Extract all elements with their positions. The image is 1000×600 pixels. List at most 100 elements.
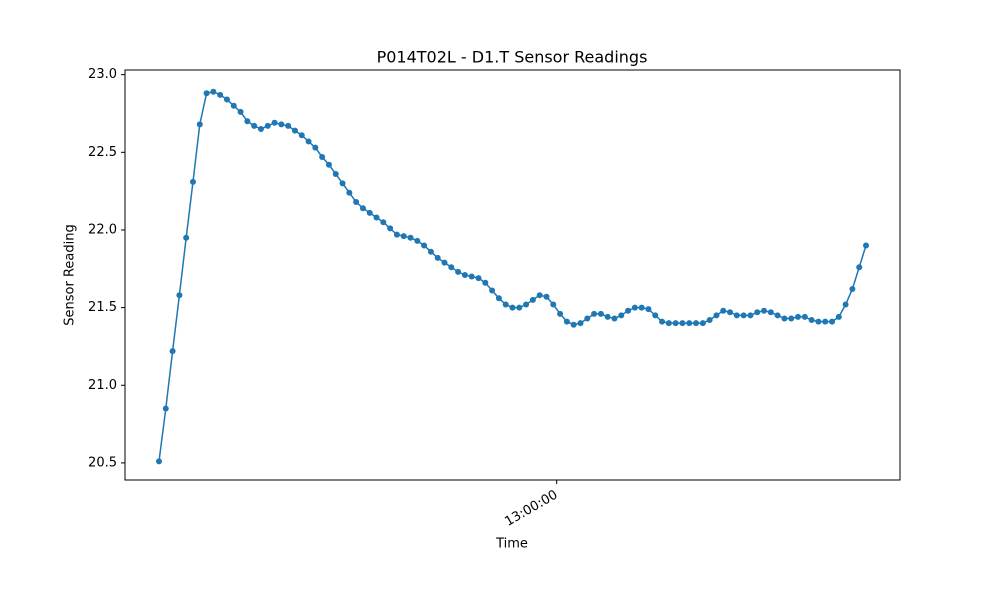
data-point	[183, 234, 190, 241]
data-point	[400, 233, 407, 240]
data-point	[482, 279, 489, 286]
data-point	[679, 320, 686, 327]
data-point	[733, 312, 740, 319]
data-point	[557, 310, 564, 317]
data-point	[434, 254, 441, 261]
data-point	[468, 273, 475, 280]
data-point	[325, 161, 332, 168]
data-point	[461, 272, 468, 278]
data-point	[795, 313, 802, 320]
data-point	[754, 309, 761, 316]
data-point	[298, 132, 305, 139]
y-tick-label: 23.0	[88, 67, 117, 82]
data-point	[625, 307, 632, 314]
data-point	[366, 209, 373, 216]
data-point	[788, 315, 795, 322]
data-point	[659, 318, 666, 325]
data-point	[332, 171, 339, 178]
data-point	[176, 292, 183, 299]
data-point	[353, 199, 360, 206]
data-point	[570, 321, 577, 328]
data-point	[645, 306, 652, 313]
data-point	[536, 292, 543, 299]
data-point	[257, 126, 264, 133]
data-point	[489, 287, 496, 294]
data-point	[380, 219, 387, 226]
y-tick-label: 20.5	[88, 455, 117, 470]
data-point	[761, 307, 768, 314]
data-point	[264, 122, 271, 129]
data-point	[502, 301, 509, 308]
data-point	[223, 96, 230, 103]
data-point	[475, 275, 482, 282]
y-tick-label: 22.0	[88, 222, 117, 237]
data-point	[618, 312, 625, 319]
y-tick-label: 21.5	[88, 300, 117, 315]
data-point	[189, 178, 196, 185]
data-point	[203, 90, 210, 97]
y-axis-label: Sensor Reading	[63, 224, 78, 325]
data-point	[856, 264, 863, 271]
data-point	[774, 312, 781, 319]
data-point	[237, 108, 244, 115]
data-point	[652, 312, 659, 319]
data-point	[686, 320, 693, 327]
y-tick-label: 22.5	[88, 145, 117, 160]
data-point	[727, 309, 734, 316]
data-point	[319, 153, 326, 160]
data-point	[829, 318, 836, 325]
data-point	[604, 313, 611, 320]
data-point	[740, 312, 747, 319]
data-point	[155, 458, 162, 465]
data-point	[767, 309, 774, 316]
data-point	[665, 320, 672, 327]
data-point	[244, 118, 251, 125]
data-point	[781, 315, 788, 322]
data-point	[822, 318, 829, 325]
data-point	[693, 320, 700, 327]
data-point	[516, 304, 523, 311]
data-point	[835, 313, 842, 320]
data-point	[387, 225, 394, 232]
data-point	[291, 127, 298, 134]
x-axis-label: Time	[495, 537, 528, 552]
data-point	[251, 122, 258, 129]
data-point	[359, 205, 366, 212]
data-point	[713, 312, 720, 319]
data-point	[217, 91, 224, 98]
data-point	[509, 304, 516, 311]
data-point	[550, 301, 557, 308]
data-point	[849, 285, 856, 292]
data-point	[584, 315, 591, 322]
data-point	[271, 119, 278, 126]
data-point	[699, 320, 706, 327]
data-point	[210, 88, 217, 95]
data-point	[162, 405, 169, 412]
y-tick-label: 21.0	[88, 378, 117, 393]
data-point	[441, 259, 448, 266]
data-point	[706, 317, 713, 324]
data-point	[407, 234, 414, 241]
data-point	[563, 318, 570, 325]
data-point	[611, 315, 618, 322]
data-point	[230, 102, 237, 109]
data-point	[346, 189, 353, 196]
data-point	[815, 318, 822, 325]
data-point	[638, 304, 645, 311]
data-point	[285, 122, 292, 129]
data-point	[720, 307, 727, 314]
data-point	[414, 237, 421, 244]
data-point	[393, 231, 400, 238]
data-point	[523, 301, 530, 308]
data-point	[591, 310, 598, 317]
data-point	[373, 214, 380, 221]
data-point	[672, 320, 679, 327]
data-point	[529, 296, 536, 303]
data-point	[747, 312, 754, 319]
data-point	[278, 121, 285, 128]
data-point	[421, 242, 428, 249]
data-point	[495, 295, 502, 302]
data-point	[427, 248, 434, 255]
